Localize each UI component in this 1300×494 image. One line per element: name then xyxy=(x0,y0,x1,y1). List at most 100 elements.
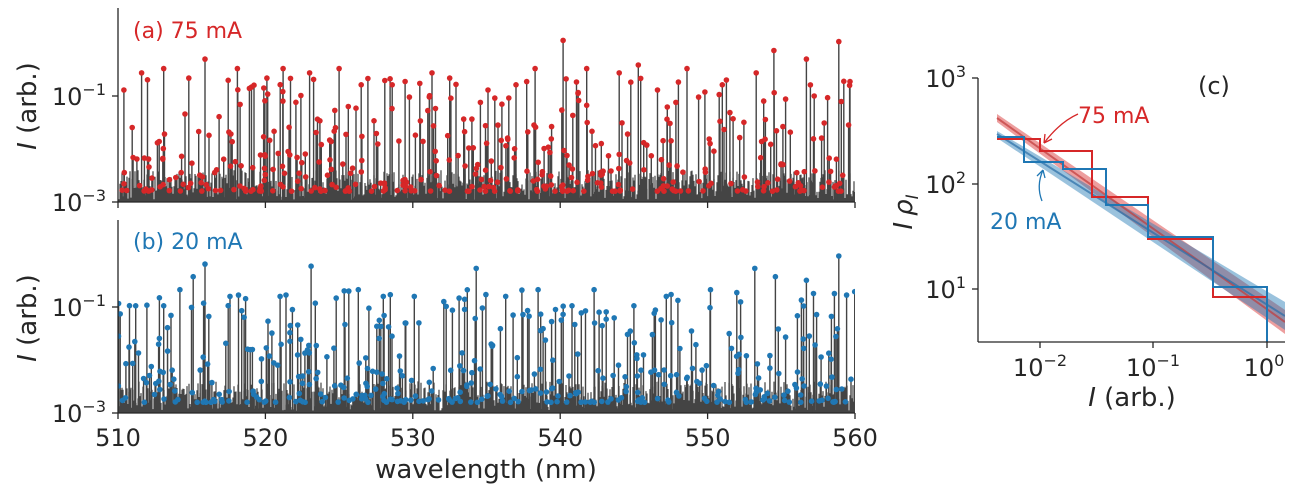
peak-marker xyxy=(468,399,474,405)
peak-marker xyxy=(519,287,525,293)
peak-marker xyxy=(266,137,273,144)
peak-marker xyxy=(660,183,667,189)
peak-marker xyxy=(242,188,249,194)
panel-a-label: (a) 75 mA xyxy=(133,19,242,44)
peak-marker xyxy=(342,321,348,328)
peak-marker xyxy=(574,179,580,186)
peak-marker xyxy=(381,181,388,187)
peak-marker xyxy=(570,187,577,194)
peak-marker xyxy=(539,168,546,175)
peak-marker xyxy=(664,104,671,110)
peak-marker xyxy=(157,184,163,190)
peak-marker xyxy=(420,138,426,145)
peak-marker xyxy=(825,395,831,402)
peak-marker xyxy=(591,399,597,406)
peak-marker xyxy=(289,306,296,313)
peak-marker xyxy=(172,399,179,405)
peak-marker xyxy=(752,265,758,272)
peak-marker xyxy=(312,184,318,191)
peak-marker xyxy=(456,295,462,301)
peak-marker xyxy=(256,396,263,403)
peak-marker xyxy=(797,392,804,398)
peak-marker xyxy=(767,365,773,371)
peak-marker xyxy=(160,145,167,152)
peak-marker xyxy=(294,352,301,358)
peak-marker xyxy=(426,92,433,99)
peak-marker xyxy=(549,385,556,391)
peak-marker xyxy=(375,141,381,147)
peak-marker xyxy=(706,136,712,142)
peak-marker xyxy=(786,399,793,405)
peak-marker xyxy=(506,388,512,395)
peak-marker xyxy=(234,65,241,72)
panel-c-label: (c) xyxy=(1198,72,1230,100)
peak-marker xyxy=(675,79,682,85)
peak-marker xyxy=(495,122,501,128)
x-ticks-a xyxy=(117,202,856,208)
peak-marker xyxy=(385,324,392,330)
peak-marker xyxy=(283,292,289,298)
peak-marker xyxy=(469,369,475,376)
peak-marker xyxy=(264,91,271,97)
peak-marker xyxy=(457,363,463,369)
peak-marker xyxy=(514,373,521,380)
peak-marker xyxy=(237,183,243,189)
peak-marker xyxy=(417,80,423,87)
peak-marker xyxy=(143,379,150,386)
peak-marker xyxy=(526,313,532,320)
peak-marker xyxy=(792,183,799,190)
peak-marker xyxy=(371,183,378,190)
peak-marker xyxy=(141,155,148,161)
peak-marker xyxy=(326,137,333,143)
peak-marker xyxy=(564,188,570,194)
peak-marker xyxy=(293,398,299,405)
peak-marker xyxy=(275,150,282,157)
peak-marker xyxy=(446,75,453,81)
peak-marker xyxy=(238,307,245,314)
peak-marker xyxy=(402,78,408,85)
x-tick-label-c-1e0: 100 xyxy=(1244,351,1285,382)
peak-marker xyxy=(504,135,511,141)
peak-marker xyxy=(217,187,224,194)
peak-marker xyxy=(483,140,490,147)
peak-marker xyxy=(299,159,305,166)
peak-marker xyxy=(237,101,243,108)
peak-marker xyxy=(266,353,273,359)
peak-marker xyxy=(146,164,152,170)
peak-marker xyxy=(156,335,163,342)
peak-marker xyxy=(123,360,129,367)
peak-marker xyxy=(514,354,521,361)
peak-marker xyxy=(200,300,207,307)
peak-marker xyxy=(119,397,126,404)
peak-marker xyxy=(455,152,461,159)
peak-marker xyxy=(347,170,354,177)
peak-marker xyxy=(270,166,276,173)
peak-marker xyxy=(717,118,723,125)
peak-marker xyxy=(800,345,807,352)
peak-marker xyxy=(616,70,622,76)
peak-marker xyxy=(640,139,647,146)
peak-marker xyxy=(333,184,340,191)
peak-marker xyxy=(670,179,676,185)
peak-marker xyxy=(530,178,537,184)
peak-marker xyxy=(251,82,257,88)
peak-marker xyxy=(387,76,393,82)
peak-marker xyxy=(603,316,609,323)
peak-marker xyxy=(498,164,504,171)
peak-marker xyxy=(381,390,388,397)
peak-marker xyxy=(568,174,575,181)
peak-marker xyxy=(317,186,323,192)
peak-marker xyxy=(189,160,195,166)
peak-marker xyxy=(485,393,491,399)
peak-marker xyxy=(661,367,667,373)
peak-marker xyxy=(329,181,335,188)
peak-marker xyxy=(498,137,505,144)
peak-marker xyxy=(460,367,467,374)
peak-marker xyxy=(556,378,562,385)
peak-marker xyxy=(280,88,286,95)
peak-marker xyxy=(160,303,167,309)
peak-marker xyxy=(578,399,584,406)
peak-marker xyxy=(797,183,804,189)
annotation-75ma: 75 mA xyxy=(1078,104,1149,129)
peak-marker xyxy=(755,183,761,190)
